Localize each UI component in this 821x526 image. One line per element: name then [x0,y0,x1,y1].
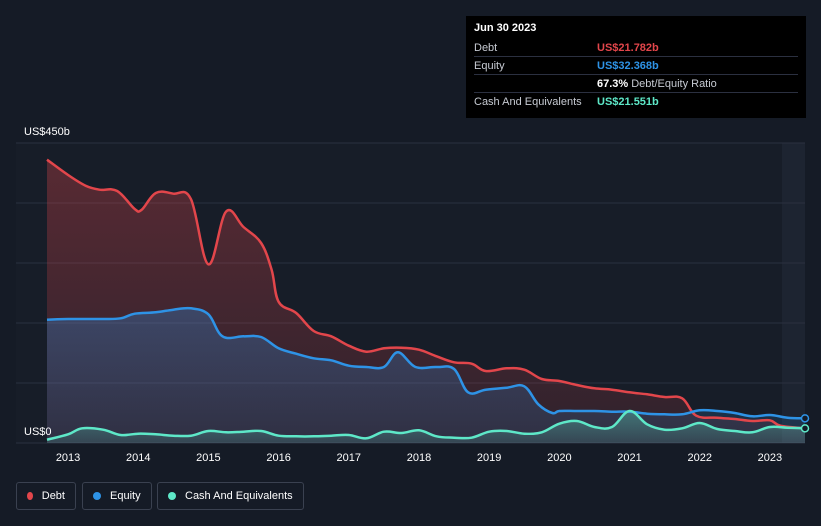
x-tick-label: 2015 [196,452,220,464]
tooltip-ratio-label: Debt/Equity Ratio [631,77,717,90]
x-tick-label: 2021 [617,452,641,464]
legend-dot-icon [168,492,176,500]
x-tick-label: 2014 [126,452,150,464]
y-axis-top-label: US$450b [24,126,70,138]
cash-area [47,410,805,443]
tooltip-label: Cash And Equivalents [474,95,582,108]
x-tick-label: 2018 [407,452,431,464]
equity-line [46,306,806,420]
legend-debt[interactable]: Debt [16,482,76,510]
tooltip-row-cash: Cash And Equivalents US$21.551b [474,92,798,110]
x-tick-label: 2019 [477,452,501,464]
tooltip-value: 67.3% [597,77,629,90]
equity-area [47,308,805,443]
legend-cash[interactable]: Cash And Equivalents [157,482,304,510]
x-axis-ticks: 2013 2014 2015 2016 2017 2018 2019 2020 2021 2022… [56,452,782,464]
tooltip-row-debt: Debt US$21.782b [474,39,798,56]
future-band [782,143,805,443]
x-tick-label: 2017 [337,452,361,464]
tooltip-label: Debt [474,41,498,54]
tooltip-row-ratio: 67.3% Debt/Equity Ratio [474,74,798,92]
legend-equity[interactable]: Equity [82,482,152,510]
cash-end-marker [800,424,810,433]
x-tick-label: 2022 [687,452,711,464]
x-tick-label: 2023 [758,452,782,464]
y-axis-bottom-label: US$0 [24,426,52,438]
debt-line [46,158,806,430]
tooltip-date: Jun 30 2023 [474,22,537,34]
x-tick-label: 2013 [56,452,80,464]
legend-label: Equity [110,490,141,502]
x-tick-label: 2020 [547,452,571,464]
tooltip-panel: Jun 30 2023 Debt US$21.782b Equity US$32… [466,16,806,118]
tooltip-label: Equity [474,59,505,72]
cash-line [46,409,806,441]
x-tick-label: 2016 [266,452,290,464]
end-markers [800,414,810,433]
equity-end-marker [800,414,810,423]
legend-dot-icon [93,492,101,500]
tooltip-row-equity: Equity US$32.368b [474,56,798,74]
legend-label: Cash And Equivalents [185,490,293,502]
tooltip-value: US$21.782b [597,41,659,54]
tooltip-value: US$32.368b [597,59,659,72]
tooltip-value: US$21.551b [597,95,659,108]
legend-label: Debt [41,490,65,502]
legend-dot-icon [27,492,33,500]
